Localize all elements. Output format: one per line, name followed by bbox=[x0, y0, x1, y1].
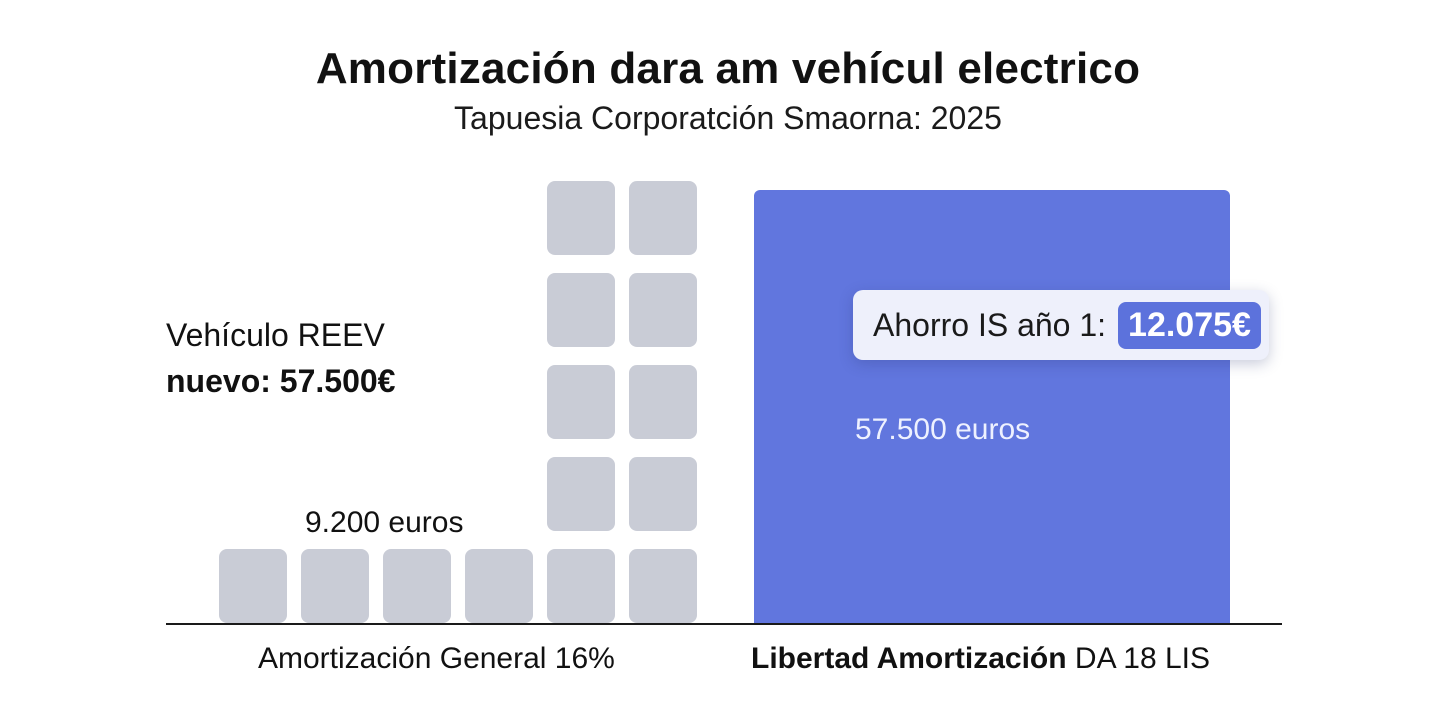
chart-title: Amortización dara am vehícul electrico bbox=[315, 44, 1141, 93]
bar-libertad-amortizacion bbox=[754, 190, 1230, 623]
amortization-block bbox=[547, 457, 615, 531]
amortization-block bbox=[629, 549, 697, 623]
vehicle-annotation-line2: nuevo: 57.500€ bbox=[166, 363, 396, 399]
amortization-block bbox=[629, 457, 697, 531]
amortization-block bbox=[301, 549, 369, 623]
category-label-general: Amortización General 16% bbox=[258, 642, 615, 676]
amortization-block bbox=[629, 365, 697, 439]
amortization-block bbox=[547, 365, 615, 439]
amortization-block bbox=[547, 181, 615, 255]
amortization-block bbox=[465, 549, 533, 623]
category-label-general-text: Amortización General 16% bbox=[258, 642, 615, 675]
amortization-block bbox=[219, 549, 287, 623]
chart-subtitle: Tapuesia Corporatción Smaorna: 2025 bbox=[454, 100, 1002, 136]
chart-baseline bbox=[166, 623, 1282, 625]
savings-callout: Ahorro IS año 1: 12.075€ bbox=[853, 290, 1269, 360]
vehicle-annotation: Vehículo REEV nuevo: 57.500€ bbox=[166, 312, 395, 404]
value-label-libertad: 57.500 euros bbox=[855, 413, 1031, 446]
amortization-block bbox=[629, 181, 697, 255]
amortization-block bbox=[383, 549, 451, 623]
category-label-libertad-bold: Libertad Amortización bbox=[751, 642, 1067, 675]
category-label-libertad: Libertad Amortización DA 18 LIS bbox=[751, 642, 1210, 676]
vehicle-annotation-line1: Vehículo REEV bbox=[166, 317, 385, 353]
value-label-general: 9.200 euros bbox=[305, 506, 464, 539]
amortization-block bbox=[547, 273, 615, 347]
category-label-libertad-regular: DA 18 LIS bbox=[1066, 642, 1211, 675]
amortization-block bbox=[629, 273, 697, 347]
savings-callout-value: 12.075€ bbox=[1118, 301, 1261, 349]
amortization-block bbox=[547, 549, 615, 623]
savings-callout-label: Ahorro IS año 1: bbox=[873, 306, 1107, 343]
